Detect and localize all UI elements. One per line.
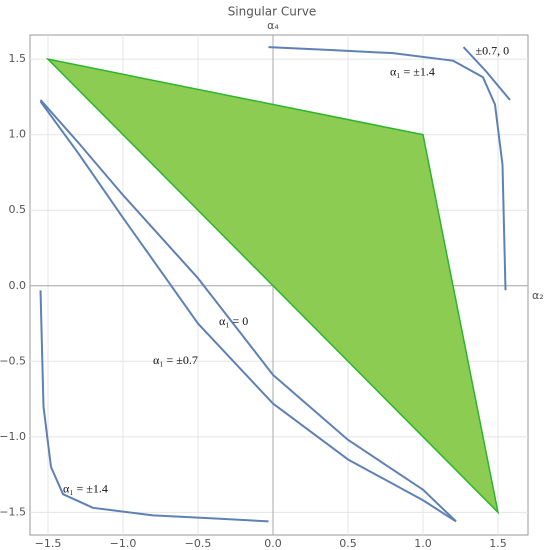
region [45, 57, 500, 515]
curve [462, 46, 511, 101]
y-axis-label: α₄ [267, 19, 279, 32]
annotation: α₁ = ±1.4 [63, 481, 108, 495]
x-tick-label: −0.5 [185, 537, 212, 550]
curve [39, 99, 457, 523]
y-tick-label: 1.5 [9, 52, 27, 65]
curve [39, 100, 457, 523]
y-tick-label: 1.0 [9, 128, 27, 141]
x-axis-label: α₂ [532, 289, 544, 302]
annotation: ±0.7, 0 [476, 43, 510, 57]
y-tick-label: −0.5 [0, 354, 26, 367]
annotation: α₁ = 0 [219, 314, 248, 328]
chart-title: Singular Curve [228, 5, 317, 19]
x-tick-label: 1.5 [489, 537, 507, 550]
x-tick-label: −1.5 [35, 537, 62, 550]
y-tick-label: −1.5 [0, 505, 26, 518]
curve [39, 290, 269, 523]
y-tick-label: 0.5 [9, 203, 27, 216]
x-tick-label: 1.0 [414, 537, 432, 550]
y-tick-label: −1.0 [0, 430, 26, 443]
x-tick-label: −1.0 [110, 537, 137, 550]
annotation: α₁ = ±1.4 [390, 65, 435, 79]
plot-frame [29, 34, 529, 536]
x-tick-label: 0.5 [339, 537, 357, 550]
curve [268, 46, 507, 291]
y-tick-label: 0.0 [9, 279, 27, 292]
annotation: α₁ = ±0.7 [153, 353, 198, 367]
x-tick-label: 0.0 [264, 537, 282, 550]
